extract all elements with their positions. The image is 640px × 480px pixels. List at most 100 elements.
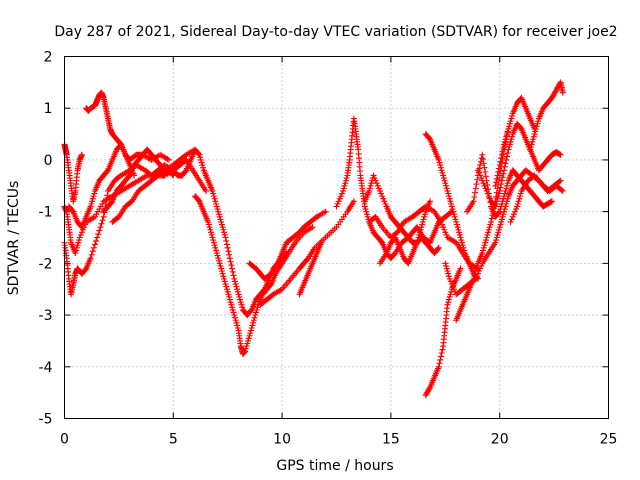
data-point <box>246 332 253 339</box>
data-point <box>340 187 347 194</box>
data-point <box>483 234 490 241</box>
data-point <box>234 286 241 293</box>
data-point <box>334 200 341 207</box>
data-point <box>460 244 467 251</box>
data-point <box>483 187 490 194</box>
data-point <box>212 198 219 205</box>
data-point <box>480 244 487 251</box>
data-point <box>366 185 373 192</box>
data-point <box>210 190 217 197</box>
data-point <box>507 218 514 225</box>
data-point <box>511 208 518 215</box>
data-point <box>248 325 255 331</box>
data-point <box>445 299 452 306</box>
data-point <box>457 265 464 272</box>
data-point <box>481 242 488 249</box>
data-point <box>485 229 492 236</box>
data-point <box>480 180 487 187</box>
data-point <box>515 198 522 205</box>
data-point <box>496 224 503 231</box>
data-point <box>247 330 254 337</box>
data-point <box>459 242 466 249</box>
data-point <box>496 187 503 194</box>
data-point <box>471 276 478 283</box>
data-point <box>501 141 508 148</box>
data-point <box>375 185 382 192</box>
data-point <box>225 291 232 298</box>
data-point <box>500 170 507 177</box>
series-track-l <box>296 239 325 298</box>
data-point <box>227 258 234 265</box>
data-point <box>205 218 212 225</box>
data-point <box>207 226 214 233</box>
series-track-b <box>61 141 85 205</box>
data-point <box>558 187 565 194</box>
data-point <box>197 154 204 161</box>
data-point <box>88 251 95 258</box>
x-tick-label: 5 <box>169 432 178 448</box>
data-point <box>501 163 508 170</box>
data-point <box>435 245 442 252</box>
data-point <box>231 314 238 321</box>
data-point <box>233 283 240 290</box>
data-point <box>450 208 457 215</box>
y-tick-label: -3 <box>39 308 53 324</box>
data-point <box>382 200 389 207</box>
data-point <box>527 144 534 150</box>
data-point <box>500 144 507 151</box>
data-point <box>237 296 244 303</box>
data-point <box>226 296 233 303</box>
data-point <box>366 187 373 194</box>
data-point <box>199 162 206 169</box>
data-point <box>250 319 257 326</box>
data-point <box>451 213 458 220</box>
data-point <box>247 327 254 334</box>
data-point <box>477 265 484 272</box>
data-point <box>242 348 249 355</box>
data-point <box>222 234 229 241</box>
data-point <box>532 128 539 135</box>
y-tick-label: -2 <box>39 256 53 272</box>
data-point <box>478 262 485 269</box>
data-point <box>509 133 516 140</box>
data-point <box>472 275 479 282</box>
data-point <box>215 208 222 215</box>
data-point <box>250 317 257 324</box>
data-point <box>495 193 502 200</box>
data-point <box>498 203 505 210</box>
data-point <box>367 182 374 189</box>
data-point <box>548 198 555 205</box>
data-point <box>482 168 489 175</box>
data-point <box>503 182 510 189</box>
data-point <box>75 239 82 246</box>
data-point <box>484 181 491 188</box>
data-point <box>368 180 375 187</box>
data-point <box>195 150 202 157</box>
data-point <box>95 231 102 238</box>
data-point <box>516 195 523 202</box>
data-point <box>333 203 340 210</box>
data-point <box>495 165 502 172</box>
data-point <box>74 242 81 249</box>
data-point <box>500 195 507 202</box>
data-point <box>416 231 423 238</box>
data-point <box>206 224 213 231</box>
data-point <box>370 172 377 179</box>
data-point <box>443 231 450 238</box>
series-track-v <box>474 120 564 210</box>
series-track-q <box>422 131 481 282</box>
data-point <box>508 216 515 223</box>
data-point <box>480 160 487 167</box>
data-point <box>530 133 537 140</box>
data-point <box>210 239 217 246</box>
data-point <box>426 385 433 392</box>
data-point <box>504 128 511 135</box>
data-point <box>445 273 452 280</box>
data-point <box>89 248 96 255</box>
data-point <box>461 247 468 254</box>
data-point <box>479 151 486 158</box>
data-point <box>427 198 434 205</box>
data-point <box>498 177 505 184</box>
data-point <box>499 213 506 220</box>
data-point <box>218 218 225 225</box>
